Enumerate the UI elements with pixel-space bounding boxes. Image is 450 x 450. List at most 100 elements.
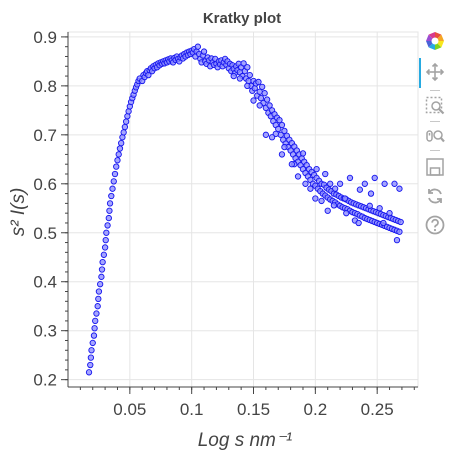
y-tick-label: 0.4 — [33, 273, 57, 292]
data-point — [396, 228, 403, 235]
data-point — [307, 185, 314, 192]
data-point — [397, 218, 404, 226]
data-point — [240, 60, 247, 67]
save-tool-icon[interactable] — [424, 156, 446, 178]
data-point — [268, 134, 276, 141]
data-point — [106, 200, 114, 207]
toolbar-separator — [430, 90, 440, 91]
y-tick-label: 0.2 — [33, 371, 57, 390]
data-point — [244, 82, 251, 90]
bokeh-logo-icon[interactable] — [424, 30, 446, 52]
y-tick-label: 0.6 — [33, 175, 57, 194]
data-point — [356, 186, 364, 193]
data-point — [276, 116, 283, 124]
data-point — [102, 236, 109, 244]
data-point — [343, 210, 350, 217]
data-point — [121, 123, 129, 131]
x-tick-label: 0.15 — [237, 400, 270, 419]
data-point — [262, 131, 270, 138]
data-point — [324, 207, 331, 214]
data-point — [380, 219, 387, 227]
data-point — [106, 207, 113, 214]
data-point — [281, 127, 288, 135]
data-point — [361, 180, 368, 187]
pan-tool-icon[interactable] — [424, 61, 446, 83]
data-point — [116, 145, 124, 152]
data-point — [91, 325, 98, 332]
data-point — [391, 180, 398, 187]
data-point — [294, 173, 302, 180]
data-point — [371, 174, 378, 182]
data-point — [95, 295, 102, 303]
grid-lines — [68, 32, 418, 387]
data-point — [367, 190, 375, 197]
data-point — [104, 222, 111, 229]
data-point — [120, 129, 127, 136]
y-tick-label: 0.8 — [33, 77, 57, 96]
wheel-zoom-tool-icon[interactable] — [424, 125, 446, 147]
data-point — [341, 195, 349, 202]
data-point — [244, 64, 251, 71]
y-tick-label: 0.3 — [33, 322, 57, 341]
toolbar-separator — [430, 150, 440, 151]
data-point — [113, 163, 120, 170]
x-tick-label: 0.05 — [113, 400, 146, 419]
data-point — [99, 258, 106, 266]
y-tick-label: 0.5 — [33, 224, 57, 243]
data-point — [94, 303, 101, 310]
data-point — [281, 143, 288, 151]
data-point — [331, 185, 339, 192]
data-point — [95, 288, 103, 295]
data-point — [246, 71, 253, 79]
plot-frame — [67, 31, 419, 388]
data-point — [103, 229, 110, 236]
toolbar-separator — [430, 121, 440, 122]
data-point — [110, 178, 117, 185]
data-point — [101, 244, 109, 251]
data-point — [118, 140, 125, 147]
data-point — [236, 75, 244, 82]
data-point — [312, 195, 319, 202]
data-point — [259, 83, 266, 90]
data-point — [318, 197, 325, 205]
data-point — [109, 185, 116, 192]
x-tick-label: 0.25 — [361, 400, 394, 419]
y-tick-label: 0.7 — [33, 126, 57, 145]
data-point — [108, 192, 115, 200]
data-point — [275, 125, 282, 133]
reset-tool-icon[interactable] — [424, 185, 446, 207]
data-point — [327, 180, 334, 187]
data-point — [115, 151, 122, 158]
data-point — [250, 97, 257, 104]
data-point — [85, 369, 93, 376]
data-point — [266, 102, 273, 109]
axes: 0.05 0.1 0.15 0.2 0.25 0.2 0.3 0.4 0.5 0.6 0.7 0.8 0… — [33, 28, 418, 419]
data-point — [322, 170, 329, 178]
data-point — [257, 94, 265, 102]
y-axis-label: s² I(s) — [8, 188, 29, 237]
data-point — [89, 339, 96, 347]
data-point — [299, 150, 307, 157]
data-point — [114, 157, 121, 164]
chart-title: Kratky plot — [203, 10, 281, 27]
data-point — [100, 251, 108, 258]
data-point — [87, 361, 94, 369]
data-point — [194, 43, 202, 50]
data-point — [255, 78, 262, 86]
data-point — [230, 72, 237, 80]
data-point — [346, 174, 354, 182]
data-point — [105, 214, 112, 222]
help-tool-icon[interactable] — [424, 214, 446, 236]
data-point — [386, 210, 393, 217]
data-point — [288, 161, 296, 168]
data-point — [396, 185, 403, 192]
data-point — [302, 180, 309, 187]
data-point — [200, 48, 208, 55]
box-zoom-tool-icon[interactable] — [424, 95, 446, 117]
data-point — [263, 96, 271, 103]
active-tool-indicator — [419, 58, 421, 88]
data-point — [330, 202, 338, 209]
x-tick-label: 0.1 — [180, 400, 204, 419]
data-point — [87, 354, 95, 361]
